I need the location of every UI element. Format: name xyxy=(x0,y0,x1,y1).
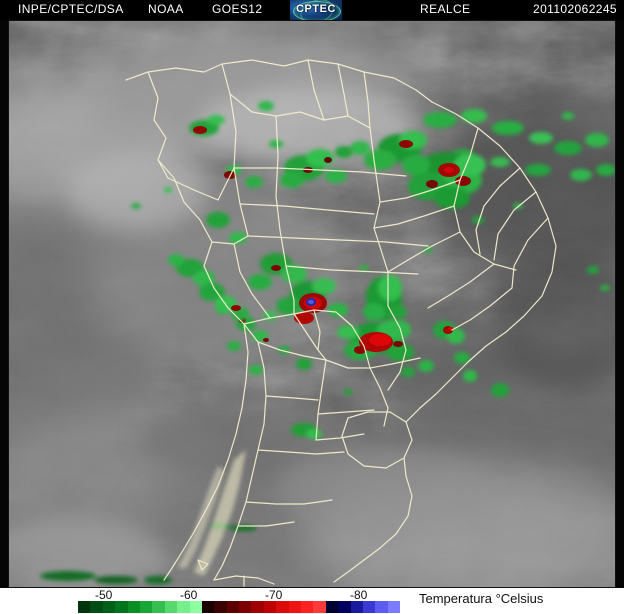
legend-swatch xyxy=(139,601,153,613)
legend-tick: -80 xyxy=(350,588,368,602)
legend-swatch xyxy=(90,601,103,613)
satellite-raster xyxy=(8,20,616,588)
legend-swatch xyxy=(313,601,326,613)
legend-swatch xyxy=(214,601,227,613)
header-agency-label: INPE/CPTEC/DSA xyxy=(18,2,124,16)
legend-tick-labels: -50 -60 -70 -80 xyxy=(0,588,624,602)
logo-text: CPTEC xyxy=(296,3,336,15)
header-timestamp-label: 201102062245 xyxy=(533,2,617,16)
legend-swatch xyxy=(239,601,252,613)
legend-swatch xyxy=(338,601,351,613)
legend-swatch xyxy=(102,601,116,613)
legend-swatch xyxy=(350,601,363,613)
legend-swatch xyxy=(201,601,215,613)
legend-swatch xyxy=(301,601,314,613)
header-product-label: REALCE xyxy=(420,2,471,16)
legend-swatch xyxy=(263,601,277,613)
image-header-bar: INPE/CPTEC/DSA NOAA GOES12 REALCE 201102… xyxy=(0,0,624,21)
header-source-label: NOAA xyxy=(148,2,184,16)
satellite-image-frame xyxy=(0,20,624,588)
legend-swatch xyxy=(152,601,165,613)
legend-color-bar xyxy=(78,601,401,613)
legend-swatch xyxy=(387,601,401,613)
header-satellite-label: GOES12 xyxy=(212,2,263,16)
legend-swatch xyxy=(288,601,302,613)
legend-swatch xyxy=(78,601,91,613)
satellite-image-canvas xyxy=(8,20,616,588)
temperature-legend: -50 -60 -70 -80 Temperatura °Celsius xyxy=(0,588,624,614)
legend-tick: -50 xyxy=(95,588,113,602)
legend-swatch xyxy=(189,601,202,613)
legend-tick: -70 xyxy=(265,588,283,602)
legend-swatch xyxy=(127,601,140,613)
legend-swatch xyxy=(375,601,388,613)
legend-swatch xyxy=(251,601,264,613)
legend-swatch xyxy=(226,601,240,613)
legend-swatch xyxy=(276,601,289,613)
cptec-logo-icon: CPTEC xyxy=(290,0,342,21)
legend-swatch xyxy=(177,601,190,613)
legend-swatch xyxy=(362,601,376,613)
logo-ring-outer xyxy=(293,1,341,21)
legend-swatch xyxy=(115,601,128,613)
legend-caption: Temperatura °Celsius xyxy=(419,591,544,606)
legend-tick: -60 xyxy=(180,588,198,602)
legend-swatch xyxy=(164,601,178,613)
legend-swatch xyxy=(325,601,339,613)
